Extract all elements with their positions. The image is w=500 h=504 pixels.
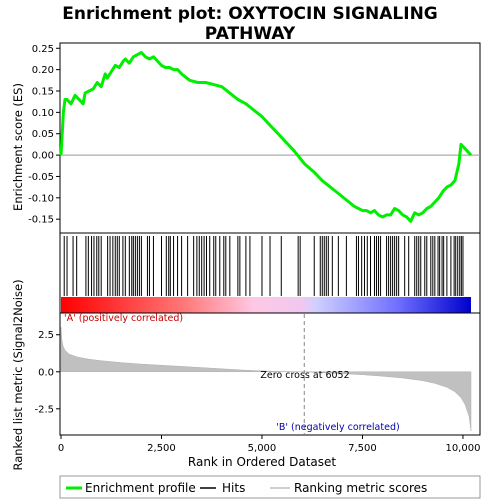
- x-tick-label: 5,000: [248, 443, 277, 454]
- metric-y-tick-label: 0.0: [38, 367, 54, 378]
- metric-y-axis: -2.5 0.0 2.5: [34, 330, 60, 415]
- x-tick-label: 7,500: [348, 443, 377, 454]
- metric-y-label: Ranked list metric (Signal2Noise): [11, 279, 25, 470]
- zero-cross-label: Zero cross at 6052: [260, 370, 349, 381]
- metric-x-axis: 0 2,500 5,000 7,500 10,000: [58, 435, 480, 454]
- chart-title-line-2: PATHWAY: [205, 24, 296, 44]
- rank-color-bar: [61, 297, 471, 313]
- es-y-tick-label: -0.05: [28, 172, 54, 183]
- x-tick-label: 10,000: [445, 443, 480, 454]
- x-tick-label: 0: [58, 443, 64, 454]
- es-y-tick-label: 0.15: [32, 87, 54, 98]
- negative-correlated-label: 'B' (negatively correlated): [276, 422, 399, 433]
- es-y-tick-label: 0.00: [32, 151, 54, 162]
- positive-correlated-label: 'A' (positively correlated): [64, 313, 183, 324]
- hits-marks: [63, 236, 464, 296]
- legend-box: [59, 475, 481, 499]
- es-y-label: Enrichment score (ES): [11, 83, 25, 211]
- es-panel-frame: [59, 42, 481, 234]
- es-y-tick-label: 0.10: [32, 108, 54, 119]
- x-axis-label: Rank in Ordered Dataset: [188, 455, 336, 469]
- metric-y-tick-label: 2.5: [38, 330, 54, 341]
- es-y-tick-label: 0.25: [32, 44, 54, 55]
- x-tick-label: 2,500: [147, 443, 176, 454]
- chart-title-line-1: Enrichment plot: OXYTOCIN SIGNALING: [62, 4, 438, 24]
- enrichment-profile-line: [59, 51, 473, 223]
- ranking-metric-area: [60, 327, 472, 432]
- legend-label-ranking-metric: Ranking metric scores: [294, 481, 427, 495]
- es-y-axis: -0.15 -0.10 -0.05 0.00 0.05 0.10 0.15 0.20 0.25: [28, 44, 60, 226]
- es-y-tick-label: 0.20: [32, 65, 54, 76]
- legend-label-enrichment-profile: Enrichment profile: [85, 481, 196, 495]
- es-y-tick-label: -0.15: [28, 215, 54, 226]
- legend-label-hits: Hits: [222, 481, 245, 495]
- metric-y-tick-label: -2.5: [34, 404, 54, 415]
- es-y-tick-label: 0.05: [32, 129, 54, 140]
- es-y-tick-label: -0.10: [28, 193, 54, 204]
